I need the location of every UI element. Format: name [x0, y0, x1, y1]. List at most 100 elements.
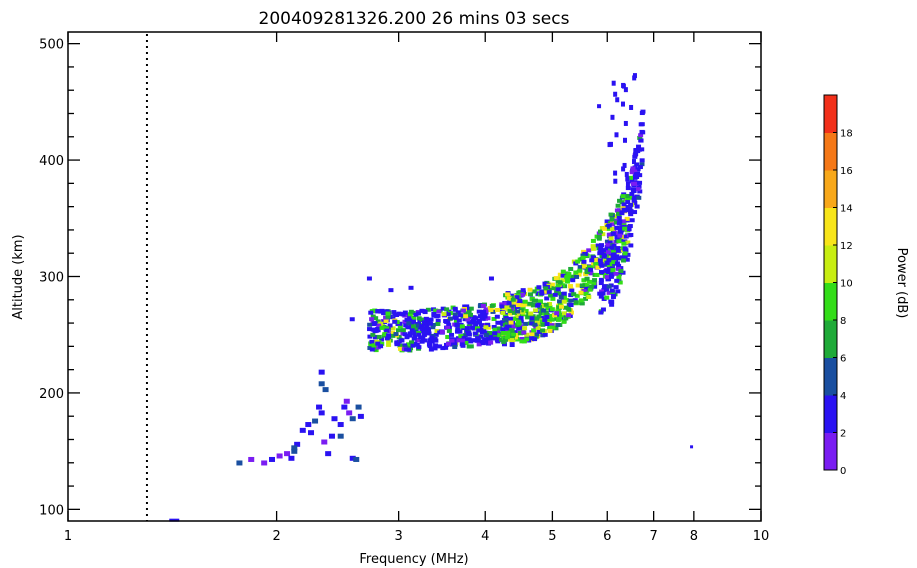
echo-cell	[546, 289, 552, 294]
x-tick-label: 1	[64, 529, 72, 544]
echo-cell	[558, 313, 564, 318]
echo-cell	[475, 337, 481, 342]
echo-cell	[464, 326, 470, 331]
echo-cell	[370, 332, 376, 337]
echo-cell	[318, 381, 325, 387]
echo-cell	[555, 284, 561, 289]
echo-cell	[614, 132, 619, 138]
echo-cell	[628, 233, 634, 238]
echo-cell	[573, 300, 579, 305]
echo-cell	[574, 293, 580, 298]
echo-cell	[593, 262, 599, 267]
echo-cell	[550, 325, 556, 330]
echo-cell	[519, 336, 525, 341]
echo-cell	[476, 342, 482, 347]
echo-cell	[513, 333, 519, 338]
echo-cell	[492, 327, 498, 332]
echo-cell	[608, 271, 614, 276]
echo-cell	[609, 226, 615, 231]
echo-cell	[449, 332, 455, 337]
echo-cell	[402, 343, 408, 348]
echo-cell	[452, 345, 458, 350]
echo-cell	[610, 268, 616, 273]
echo-cell	[299, 427, 306, 433]
colorbar-segment	[824, 170, 837, 208]
echo-cell	[261, 460, 268, 466]
echo-cell	[581, 249, 587, 254]
echo-cell	[550, 296, 556, 301]
echo-cell	[575, 283, 581, 288]
echo-cell	[549, 317, 555, 322]
echo-cell	[608, 236, 614, 241]
echo-cell	[318, 369, 325, 375]
echo-cell	[455, 327, 461, 332]
echo-cell	[625, 200, 631, 205]
echo-cell	[580, 255, 586, 260]
echo-cell	[529, 336, 535, 341]
echo-cell	[424, 323, 430, 328]
echo-cell	[464, 304, 470, 309]
echo-cell	[628, 175, 634, 180]
echo-cell	[552, 292, 558, 297]
echo-cell	[604, 261, 610, 266]
echo-cell	[475, 335, 481, 340]
echo-cell	[614, 235, 620, 240]
echo-cell	[449, 338, 455, 343]
echo-cell	[337, 433, 344, 439]
echo-cell	[495, 339, 501, 344]
echo-cell	[514, 330, 520, 335]
echo-cell	[452, 306, 458, 311]
echo-cell	[584, 276, 590, 281]
echo-cell	[503, 337, 509, 342]
echo-cell	[556, 291, 562, 296]
echo-cell	[539, 291, 545, 296]
echo-cell	[633, 151, 639, 156]
echo-cell	[248, 456, 255, 462]
echo-cell	[540, 328, 546, 333]
echo-cell	[381, 311, 387, 316]
echo-cell	[548, 286, 554, 291]
echo-cell	[384, 309, 390, 314]
echo-cell	[631, 187, 637, 192]
colorbar-tick-label: 14	[840, 204, 853, 215]
echo-cell	[379, 325, 385, 330]
echo-cell	[610, 222, 616, 227]
echo-cell	[404, 317, 410, 322]
colorbar-tick-label: 0	[840, 466, 846, 477]
echo-cell	[384, 336, 390, 341]
echo-cell	[427, 344, 433, 349]
echo-cell	[598, 248, 604, 253]
echo-cell	[414, 323, 420, 328]
echo-cell	[509, 304, 515, 309]
echo-cell	[606, 284, 612, 289]
echo-cell	[482, 314, 488, 319]
echo-cell	[386, 342, 392, 347]
echo-cell	[578, 298, 584, 303]
echo-cell	[472, 320, 478, 325]
echo-cell	[597, 291, 603, 296]
echo-cell	[639, 158, 645, 163]
echo-cell	[608, 212, 614, 217]
echo-cell	[604, 287, 610, 292]
echo-cell	[587, 279, 593, 284]
echo-cell	[385, 314, 391, 319]
echo-cell	[500, 310, 506, 315]
echo-cell	[565, 278, 571, 283]
echo-cell	[373, 335, 379, 340]
echo-cell	[620, 258, 626, 263]
echo-cell	[406, 321, 412, 326]
echo-cell	[407, 318, 413, 323]
echo-cell	[561, 311, 567, 316]
echo-cell	[460, 314, 466, 319]
echo-cell	[414, 342, 420, 347]
echo-cell	[499, 304, 505, 309]
echo-cell	[476, 309, 482, 314]
echo-cell	[437, 344, 443, 349]
echo-cell	[632, 73, 637, 79]
echo-cell	[453, 337, 459, 342]
echo-cell	[608, 250, 614, 255]
echo-cell	[460, 343, 466, 348]
echo-cell	[577, 268, 583, 273]
echo-cell	[452, 312, 458, 317]
echo-cell	[609, 302, 615, 307]
